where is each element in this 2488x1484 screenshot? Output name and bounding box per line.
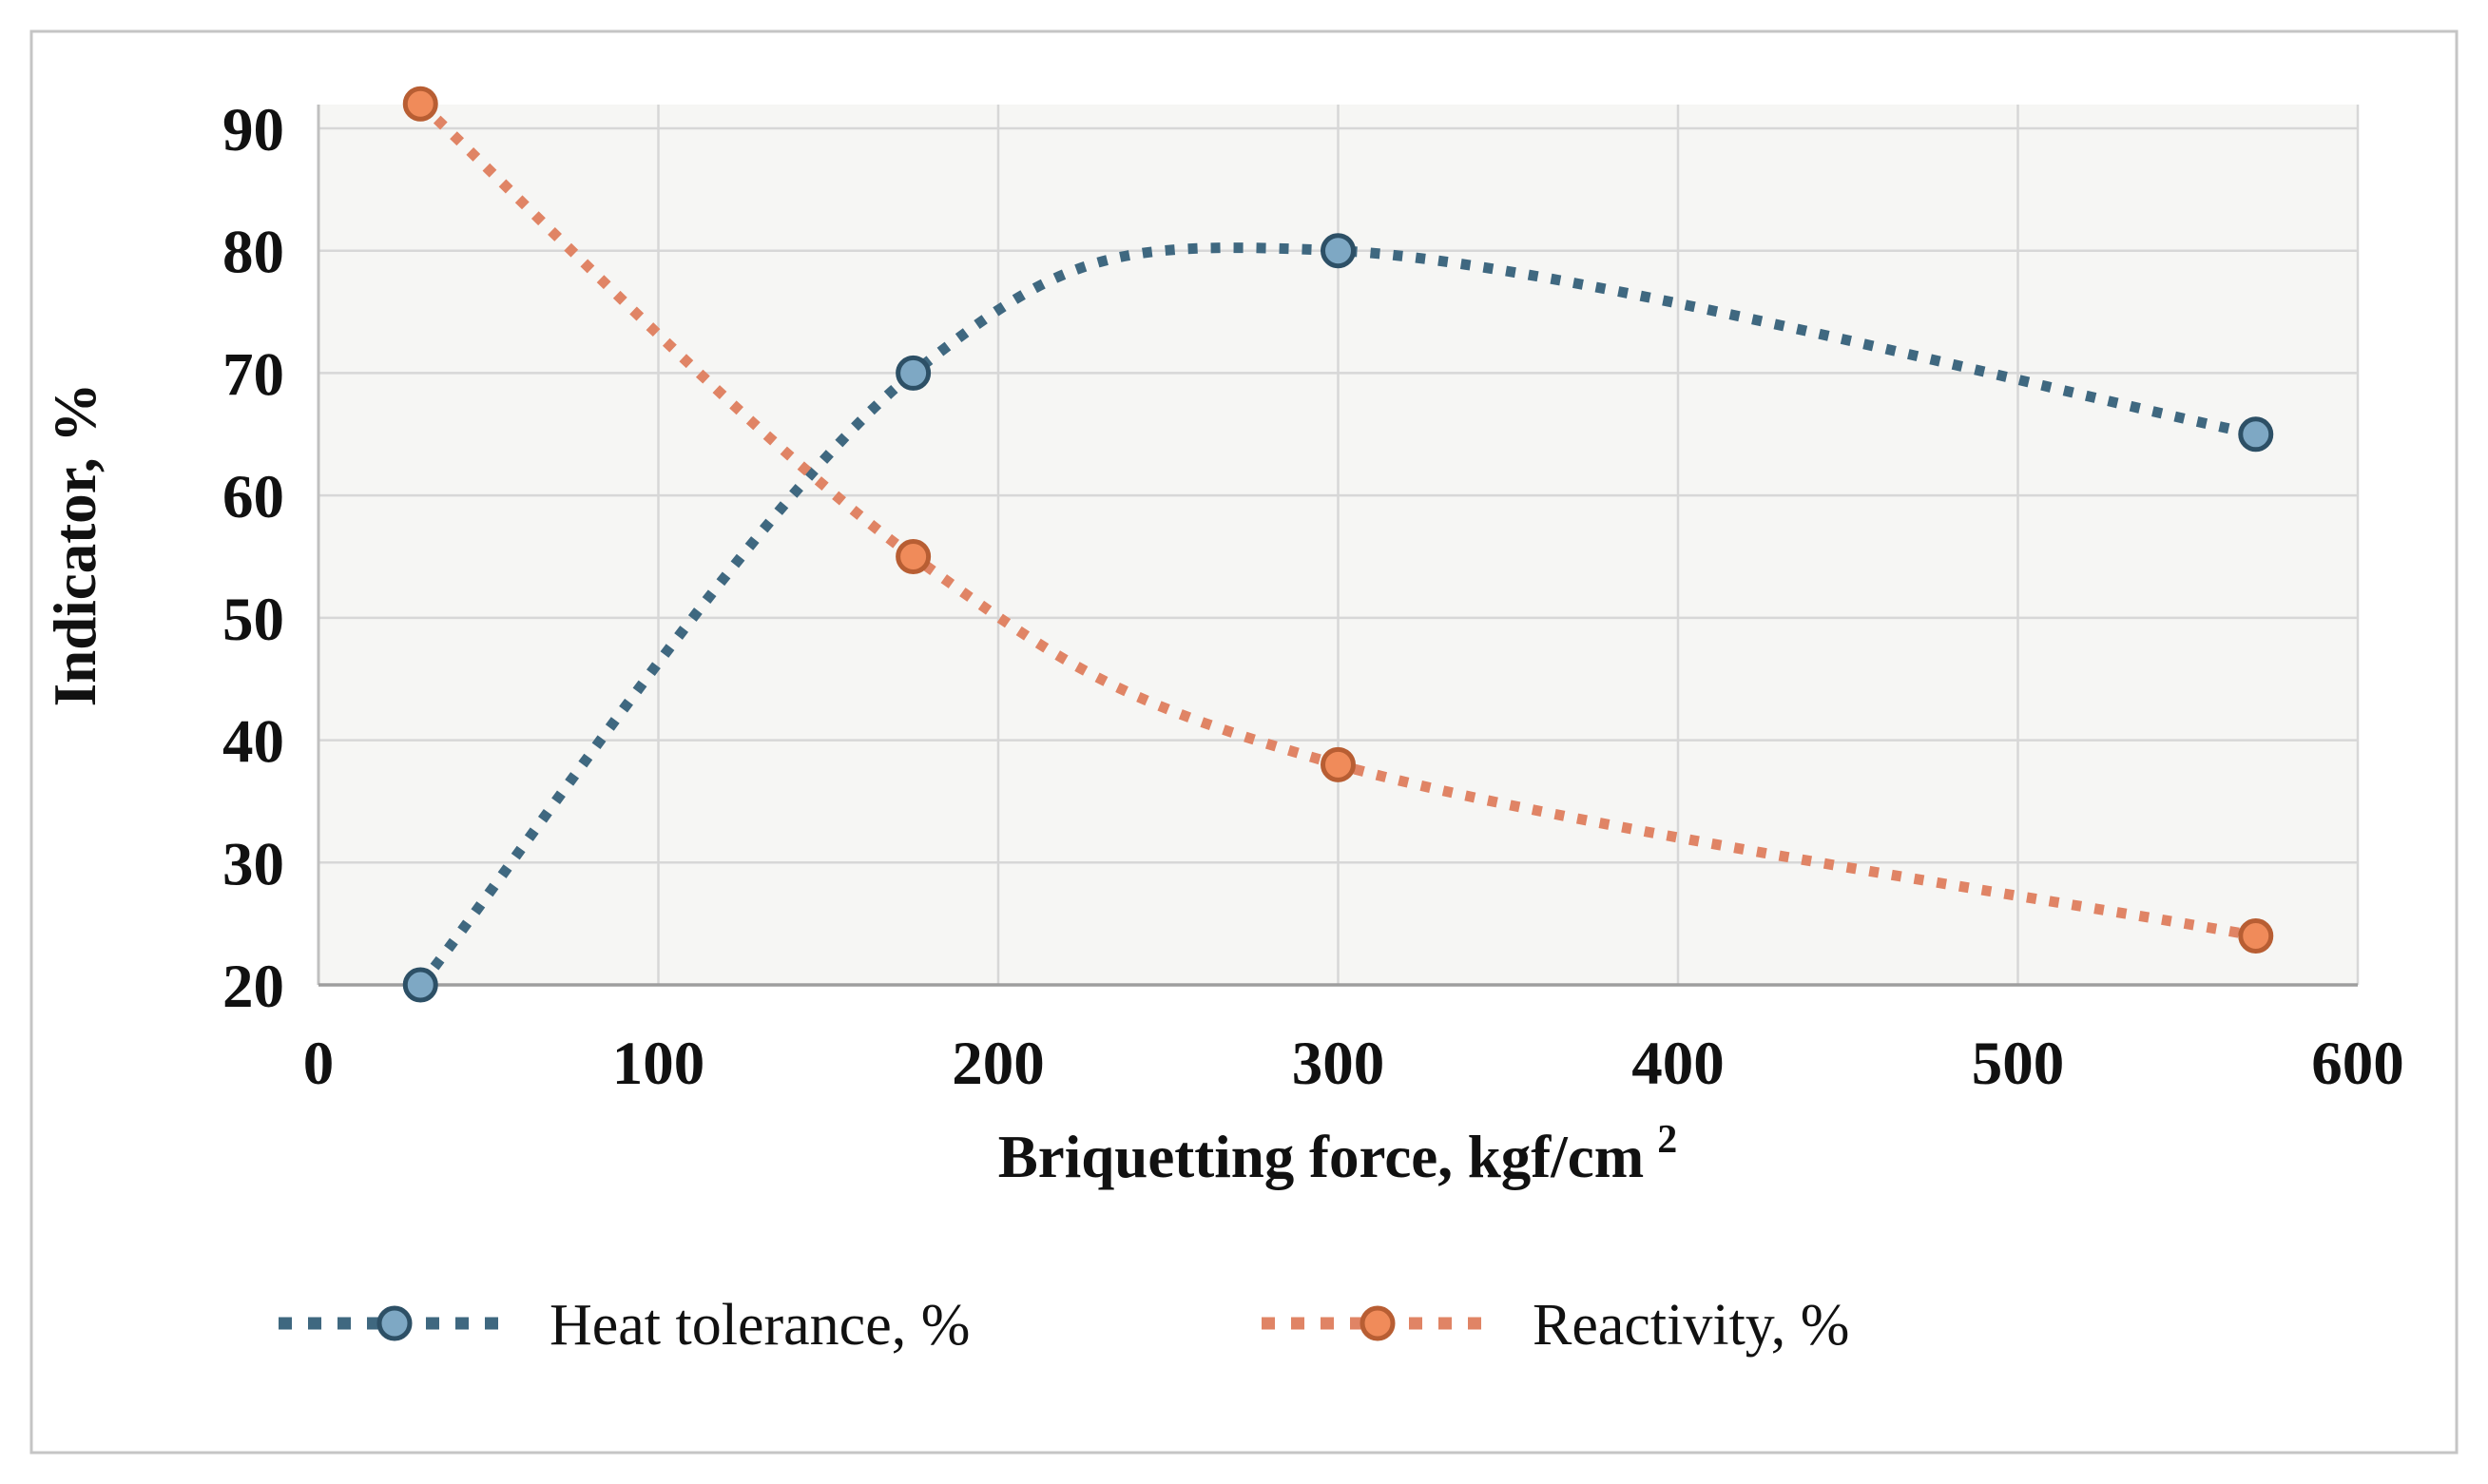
legend-label-heat-tolerance: Heat tolerance, % <box>550 1293 970 1358</box>
data-point-heat-tolerance-x300 <box>1321 233 1356 269</box>
series-line-heat-tolerance <box>415 242 2257 989</box>
legend-key-samples <box>279 1305 1494 1341</box>
y-tick-label-70: 70 <box>222 340 284 409</box>
legend: Heat tolerance, % Reactivity, % <box>279 1293 1849 1358</box>
y-tick-label-80: 80 <box>222 219 284 287</box>
x-axis-title-text: Briquetting force, kgf/cm <box>998 1124 1644 1190</box>
x-tick-label-0: 0 <box>303 1030 335 1098</box>
x-axis-title: Briquetting force, kgf/cm 2 <box>998 1118 1677 1190</box>
series-line-reactivity <box>416 100 2257 941</box>
y-tick-label-50: 50 <box>222 586 284 654</box>
x-tick-label-300: 300 <box>1292 1030 1385 1098</box>
data-point-heat-tolerance-x570 <box>2238 416 2274 453</box>
legend-marker-reactivity <box>1360 1305 1396 1341</box>
y-tick-label-40: 40 <box>222 708 284 777</box>
figure-border <box>29 29 2459 1455</box>
y-tick-label-60: 60 <box>222 463 284 531</box>
data-point-reactivity-x300 <box>1321 746 1356 782</box>
legend-label-reactivity: Reactivity, % <box>1533 1293 1849 1358</box>
x-tick-label-100: 100 <box>612 1030 705 1098</box>
y-tick-label-90: 90 <box>222 96 284 164</box>
x-tick-label-500: 500 <box>1972 1030 2065 1098</box>
x-tick-label-600: 600 <box>2311 1030 2404 1098</box>
data-point-heat-tolerance-x175 <box>896 355 932 391</box>
data-point-reactivity-x175 <box>896 539 932 574</box>
x-tick-label-400: 400 <box>1631 1030 1725 1098</box>
x-tick-label-200: 200 <box>952 1030 1045 1098</box>
y-axis-title: Indicator, % <box>42 383 108 707</box>
data-point-heat-tolerance-x30 <box>402 967 438 1003</box>
y-tick-label-30: 30 <box>222 830 284 898</box>
y-tick-label-20: 20 <box>222 953 284 1021</box>
x-axis-title-superscript: 2 <box>1657 1118 1677 1162</box>
data-point-reactivity-x570 <box>2238 918 2274 954</box>
plot-area: 20 30 40 50 60 70 80 90 0 100 200 300 400 500 600 <box>222 86 2404 1098</box>
legend-marker-heat-tolerance <box>376 1305 413 1341</box>
data-point-reactivity-x30 <box>402 86 438 122</box>
